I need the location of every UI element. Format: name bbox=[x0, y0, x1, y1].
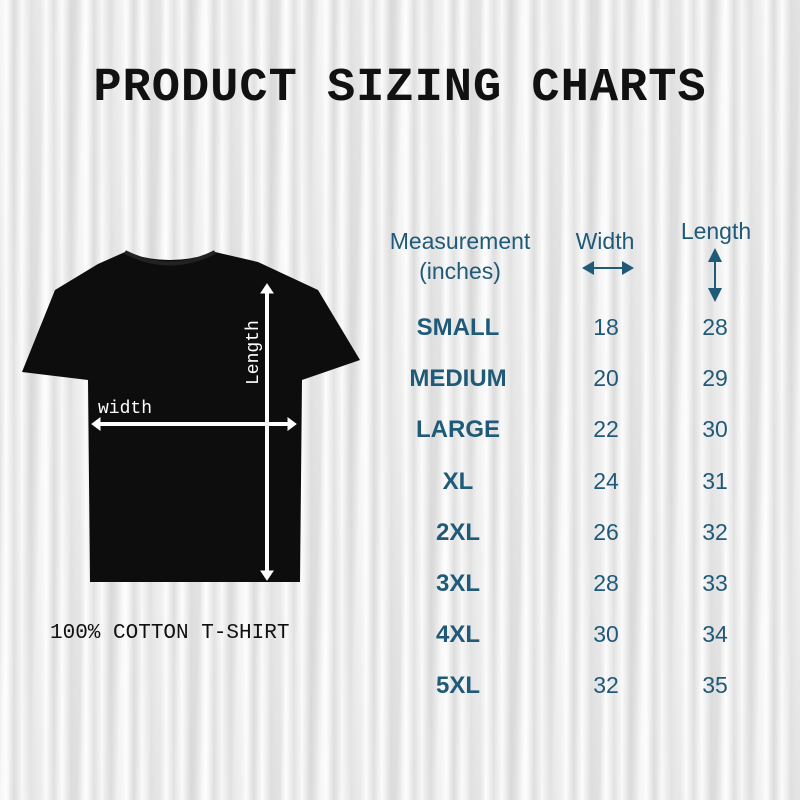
width-label: width bbox=[98, 399, 152, 419]
width-value: 32 bbox=[593, 672, 619, 699]
size-label: LARGE bbox=[416, 416, 500, 444]
tshirt-shape bbox=[22, 252, 360, 582]
length-value: 33 bbox=[702, 570, 728, 596]
length-value: 30 bbox=[702, 416, 728, 443]
horizontal-arrow-icon bbox=[582, 261, 634, 275]
width-value: 22 bbox=[593, 416, 619, 443]
length-value: 35 bbox=[702, 672, 728, 699]
length-arrow-icon bbox=[260, 283, 274, 581]
measurement-header: Measurement (inches) bbox=[370, 226, 550, 286]
size-label: 4XL bbox=[435, 621, 480, 649]
length-label: Length bbox=[244, 320, 264, 385]
width-value: 26 bbox=[593, 518, 619, 545]
page-title: PRODUCT SIZING CHARTS bbox=[93, 62, 707, 115]
width-value: 18 bbox=[593, 314, 619, 340]
length-value: 28 bbox=[702, 314, 728, 340]
size-label: 5XL bbox=[435, 672, 480, 700]
width-value: 30 bbox=[593, 621, 619, 648]
size-label: XL bbox=[442, 467, 474, 495]
size-label: SMALL bbox=[416, 314, 500, 341]
width-value: 28 bbox=[593, 570, 619, 596]
vertical-arrow-icon bbox=[708, 248, 722, 302]
width-value: 24 bbox=[593, 467, 619, 494]
width-header: Width bbox=[575, 228, 635, 254]
size-label: 2XL bbox=[435, 518, 480, 546]
shirt-caption: 100% COTTON T-SHIRT bbox=[50, 622, 290, 645]
length-value: 34 bbox=[702, 621, 728, 648]
width-value: 20 bbox=[593, 365, 619, 392]
length-value: 32 bbox=[702, 518, 728, 545]
size-label: MEDIUM bbox=[409, 365, 507, 393]
length-value: 29 bbox=[702, 365, 728, 392]
width-arrow-icon bbox=[91, 417, 297, 431]
unit-label: (inches) bbox=[419, 258, 501, 284]
size-label: 3XL bbox=[435, 570, 480, 597]
length-value: 31 bbox=[702, 467, 728, 494]
length-header: Length bbox=[680, 218, 752, 244]
measurement-header-label: Measurement bbox=[389, 228, 531, 254]
